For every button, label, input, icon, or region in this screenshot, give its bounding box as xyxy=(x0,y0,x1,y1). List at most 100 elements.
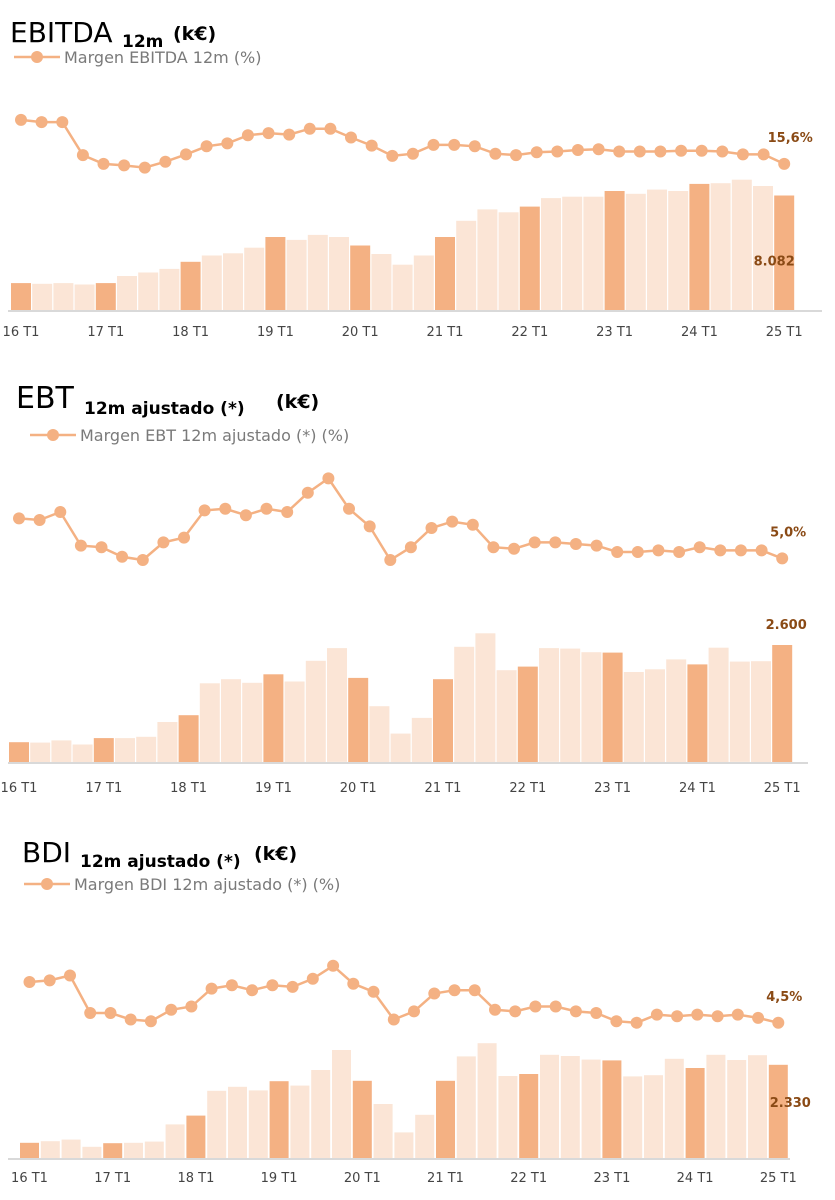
bdi-margin-point xyxy=(124,1013,137,1026)
ebt-bar xyxy=(115,738,135,762)
ebitda-bar xyxy=(244,247,265,310)
bdi-tick-label: 22 T1 xyxy=(510,1171,547,1186)
bdi-margin-point xyxy=(610,1015,623,1028)
ebt-bar xyxy=(560,648,581,762)
ebt-margin-point xyxy=(528,536,541,549)
bdi-margin-line xyxy=(23,959,785,1029)
ebt-bar xyxy=(348,677,369,763)
bdi-bar-data-label: 2.330 xyxy=(770,1096,811,1111)
ebt-bar xyxy=(517,666,538,762)
ebitda-margin-point xyxy=(262,127,275,140)
ebitda-margin-point xyxy=(510,149,522,162)
ebt-tick-label: 23 T1 xyxy=(594,781,631,796)
ebt-margin-point xyxy=(693,541,706,554)
bdi-margin-point xyxy=(691,1008,704,1021)
ebt-bar xyxy=(623,672,644,762)
bdi-bar xyxy=(103,1143,123,1158)
ebt-bar xyxy=(284,681,305,762)
ebitda-bar xyxy=(117,276,137,310)
bdi-margin-point xyxy=(752,1011,765,1024)
ebitda-margin-point xyxy=(654,145,667,158)
ebitda-bar xyxy=(413,255,434,310)
bdi-margin-point xyxy=(64,969,76,982)
ebt-bar xyxy=(454,646,475,762)
ebitda-margin-point xyxy=(386,149,399,162)
bdi-legend-label: Margen BDI 12m ajustado (*) (%) xyxy=(74,875,340,894)
ebitda-bar xyxy=(11,283,31,310)
ebt-legend-marker xyxy=(47,429,59,441)
ebitda-margin-point xyxy=(448,138,461,151)
ebitda-bar-data-label: 8.082 xyxy=(754,255,795,270)
ebt-tick-label: 16 T1 xyxy=(1,781,38,796)
ebt-bar xyxy=(581,652,602,762)
bdi-margin-point xyxy=(144,1015,157,1028)
ebitda-bar xyxy=(74,284,95,310)
ebt-bars xyxy=(9,633,793,763)
ebitda-bar xyxy=(604,191,625,310)
bdi-margin-point xyxy=(408,1005,420,1018)
ebt-margin-point xyxy=(198,504,211,517)
ebitda-line-data-label: 15,6% xyxy=(768,131,813,146)
ebitda-margin-point xyxy=(695,144,708,157)
bdi-bar xyxy=(290,1085,310,1158)
bdi-bar xyxy=(727,1060,747,1158)
bdi-margin-point xyxy=(246,984,259,997)
ebitda-bar xyxy=(583,196,604,310)
ebitda-tick-label: 23 T1 xyxy=(596,325,633,340)
bdi-margin-point xyxy=(205,982,218,995)
ebitda-margin-point xyxy=(736,148,749,161)
bdi-margin-point xyxy=(286,980,299,993)
ebitda-bar xyxy=(180,261,201,310)
ebt-tick-label: 20 T1 xyxy=(340,781,377,796)
ebitda-bar xyxy=(201,255,222,310)
bdi-margin-point xyxy=(509,1005,522,1018)
bdi-margin-point xyxy=(569,1005,582,1018)
bdi-chart: BDI 12m ajustado (*) (k€) Margen BDI 12m… xyxy=(8,836,811,1186)
ebitda-margin-point xyxy=(35,116,48,129)
ebitda-margin-point xyxy=(427,138,440,151)
bdi-bar xyxy=(498,1076,518,1158)
bdi-margin-point xyxy=(468,984,481,997)
ebt-margin-point xyxy=(673,546,686,558)
ebt-margin-point xyxy=(652,544,665,557)
ebitda-margin-point xyxy=(221,137,234,150)
ebitda-margin-point xyxy=(345,131,357,144)
bdi-margin-point xyxy=(448,984,461,997)
bdi-margin-point xyxy=(529,1000,542,1013)
ebt-tick-label: 25 T1 xyxy=(764,781,801,796)
ebitda-tick-label: 18 T1 xyxy=(172,325,209,340)
ebt-margin-point xyxy=(569,538,582,550)
bdi-bar xyxy=(644,1075,663,1158)
ebt-bar xyxy=(136,736,157,762)
ebitda-bar xyxy=(286,239,307,310)
bdi-bar xyxy=(20,1142,39,1158)
ebt-bar xyxy=(666,659,687,762)
ebitda-bar xyxy=(477,209,498,310)
ebt-margin-point xyxy=(219,502,232,515)
ebitda-bar xyxy=(138,272,159,310)
ebitda-bar xyxy=(647,189,667,310)
bdi-tick-label: 16 T1 xyxy=(11,1171,48,1186)
ebitda-tick-label: 21 T1 xyxy=(427,325,464,340)
ebitda-bars xyxy=(11,179,795,311)
ebitda-margin-point xyxy=(406,147,419,160)
ebitda-tick-label: 19 T1 xyxy=(257,325,294,340)
ebitda-bar xyxy=(456,220,477,311)
ebitda-bar xyxy=(668,191,689,310)
ebitda-margin-point xyxy=(675,144,688,157)
ebt-bar xyxy=(93,738,114,762)
bdi-bar xyxy=(581,1059,601,1158)
ebitda-bar xyxy=(498,212,519,310)
ebt-bar xyxy=(708,647,729,762)
bdi-margin-point xyxy=(225,979,238,992)
bdi-bar xyxy=(602,1060,622,1158)
ebt-margin-point xyxy=(446,515,459,528)
ebitda-margin-point xyxy=(200,140,213,153)
ebitda-x-ticks: 16 T1 17 T1 18 T1 19 T1 20 T1 21 T1 22 T1 23 T1… xyxy=(3,325,803,340)
ebt-tick-label: 22 T1 xyxy=(509,781,546,796)
bdi-margin-point xyxy=(165,1003,178,1016)
ebitda-margin-point xyxy=(283,128,296,141)
bdi-bar xyxy=(207,1090,227,1158)
ebt-tick-label: 18 T1 xyxy=(170,781,207,796)
ebitda-bar xyxy=(53,283,74,310)
